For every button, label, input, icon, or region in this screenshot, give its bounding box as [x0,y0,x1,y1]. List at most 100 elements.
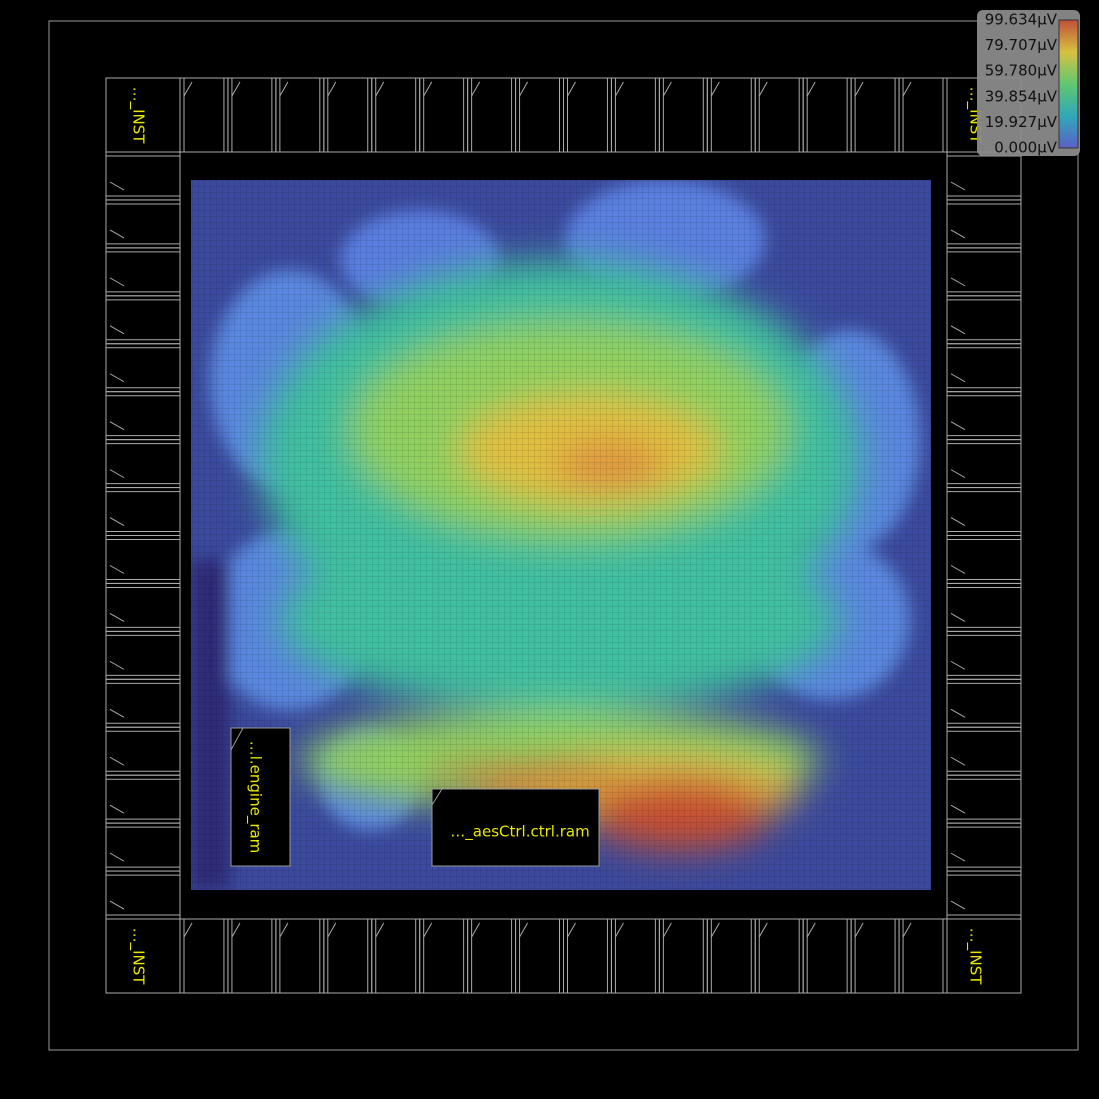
pad-detail [109,229,125,239]
pad-cell [610,918,660,994]
pad-cell [179,918,229,994]
pad-cell [946,439,1022,489]
legend-label: 39.854µV [985,87,1058,105]
pad-detail [471,81,481,97]
pad-detail [567,922,576,938]
pad-cell [946,535,1022,584]
pad-cell [371,77,421,153]
pad-detail [662,922,672,938]
pad-detail [854,922,864,938]
pad-cell [563,77,612,153]
pad-detail [950,756,966,766]
pad-detail [519,922,528,938]
pad-detail [854,81,864,97]
legend-label: 79.707µV [985,36,1058,54]
pad-detail [902,81,912,97]
pad-cell [610,77,660,153]
pad-cell [946,199,1022,249]
pad-detail [662,81,672,97]
pad-cell [275,77,325,153]
pad-detail [471,922,481,938]
pad-detail [109,565,125,574]
pad-detail [109,277,125,287]
pad-cell [946,678,1022,728]
pad-cell [105,151,181,201]
pad-detail [806,922,816,938]
pad-cell [754,77,804,153]
pad-cell [105,822,181,872]
pad-cell [105,199,181,249]
pad-detail [950,660,966,670]
pad-cell [105,535,181,584]
pad-detail [109,613,125,622]
pad-cell [946,247,1022,297]
pad-detail [183,922,193,938]
die-boundary [48,20,1079,1051]
pad-detail [279,81,289,97]
pad-cell [371,918,421,994]
pad-detail [950,565,966,574]
engine-ram-macro: …l.engine_ram [230,727,291,867]
pad-detail [375,81,385,97]
pad-cell [946,870,1022,920]
pad-cell [706,77,756,153]
pad-cell [105,870,181,920]
pad-detail [109,852,125,862]
pad-detail [950,325,966,335]
pad-cell [467,77,517,153]
pad-detail [423,81,433,97]
pad-cell [179,77,229,153]
pad-cell [946,582,1022,632]
pad-cell [946,391,1022,441]
pad-detail [109,325,125,335]
pad-detail [950,181,966,191]
pad-cell [946,630,1022,680]
pad-detail [567,81,576,97]
pad-cell [227,918,277,994]
pad-cell [105,343,181,393]
pad-detail [615,81,624,97]
pad-detail [950,421,966,431]
pad-detail [327,922,337,938]
pad-detail [109,181,125,191]
pad-cell [802,77,852,153]
pad-cell [946,487,1022,536]
legend-label: 59.780µV [985,62,1058,80]
pad-cell [105,295,181,345]
pad-cell [802,918,852,994]
pad-cell [419,918,469,994]
pad-detail [109,708,125,718]
pad-detail [279,922,289,938]
pad-detail [950,373,966,383]
pad-cell [658,77,708,153]
pad-detail [109,373,125,383]
pad-detail [109,900,125,910]
pad-cell [105,439,181,489]
pad-cell [105,630,181,680]
legend: 99.634µV 79.707µV 59.780µV 39.854µV 19.927µV… [977,10,1080,157]
corner-label: …_INST [129,87,148,145]
macro-label: …_aesCtrl.ctrl.ram [450,823,589,842]
pad-detail [423,922,433,938]
pad-cell [946,151,1022,201]
pad-detail [327,81,337,97]
corner-label: …_INST [966,928,985,986]
pad-cell [419,77,469,153]
pad-detail [806,81,816,97]
pad-detail [950,277,966,287]
pad-cell [323,918,373,994]
pad-cell [658,918,708,994]
pad-detail [109,469,125,479]
legend-label: 19.927µV [985,113,1058,131]
legend-label: 0.000µV [994,139,1057,157]
pad-cell [850,918,900,994]
pad-detail [950,852,966,862]
pad-detail [615,922,624,938]
macro-label: …l.engine_ram [246,741,265,854]
pad-detail [950,229,966,239]
pad-cell [227,77,277,153]
pad-cell [515,918,564,994]
pad-cell [105,487,181,536]
